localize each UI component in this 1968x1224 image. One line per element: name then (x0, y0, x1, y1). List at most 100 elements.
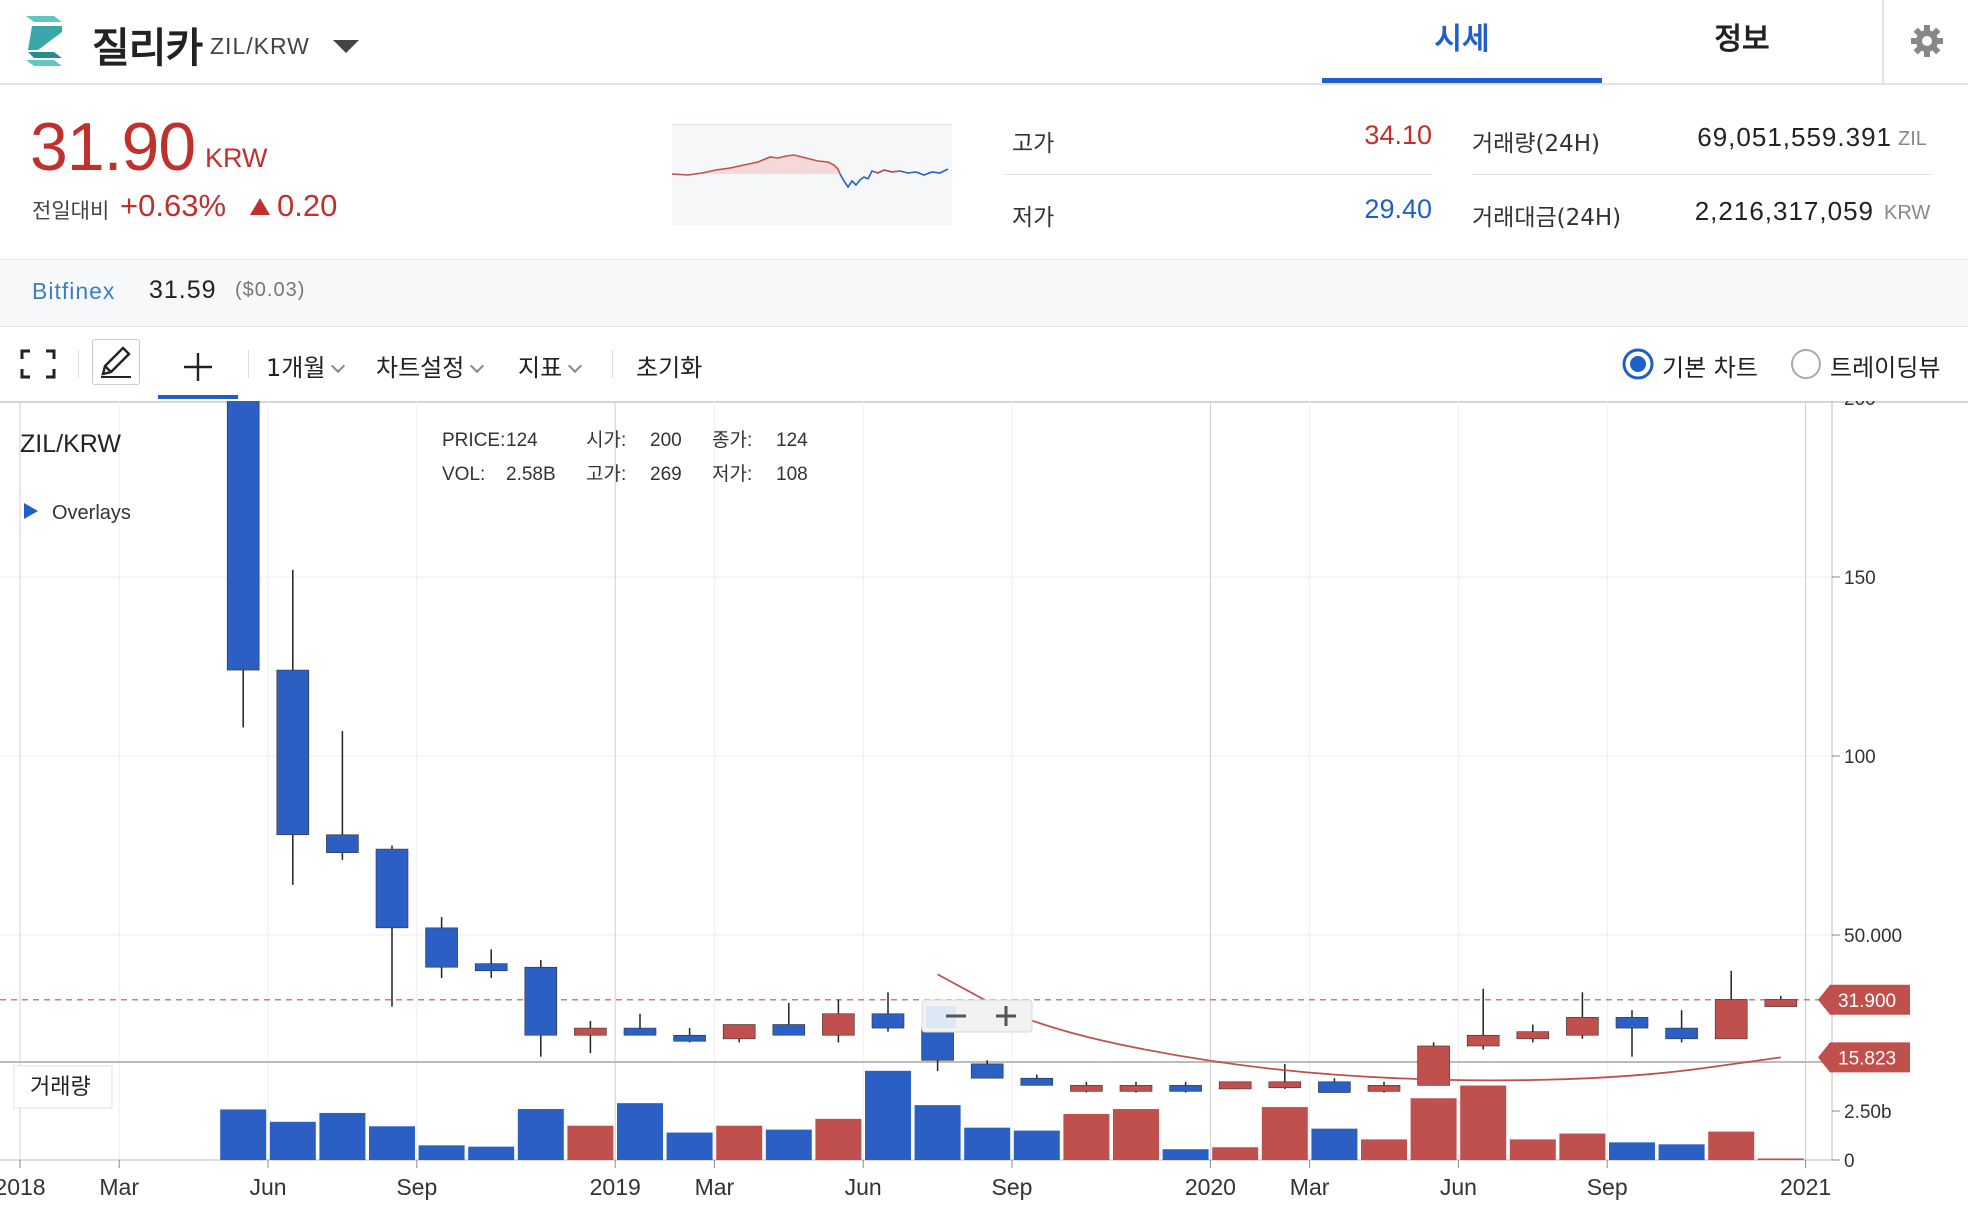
coin-pair: ZIL/KRW (210, 33, 310, 59)
volume-bar (617, 1103, 663, 1160)
candle-body (474, 963, 508, 972)
sparkline-chart (672, 124, 952, 225)
zilliqa-logo-icon (26, 16, 62, 66)
candle-body (1218, 1081, 1252, 1090)
radio-unselected-icon (1791, 349, 1821, 379)
change-amount: 0.20 (277, 188, 338, 223)
info-close-label: 종가: (712, 429, 752, 451)
crosshair-tool-button[interactable] (158, 337, 238, 399)
x-tick-label: 2021 (1780, 1174, 1831, 1200)
vol-tick-label: 2.50b (1844, 1102, 1892, 1123)
candle-body (1566, 1017, 1599, 1036)
volume-bar (1609, 1142, 1655, 1160)
volume-bar (1162, 1149, 1209, 1160)
tradingview-label: 트레이딩뷰 (1830, 354, 1941, 382)
indicators-dropdown[interactable]: 지표 (518, 348, 583, 383)
overlays-toggle: Overlays (52, 502, 131, 524)
vol-tick-label: 0 (1844, 1151, 1855, 1172)
chart-settings-dropdown[interactable]: 차트설정 (376, 348, 485, 383)
x-tick-label: Sep (396, 1174, 437, 1200)
exchange-name[interactable]: Bitfinex (32, 278, 116, 304)
volume-bar (1013, 1130, 1060, 1160)
axes: 25020015010050.0002.50b02018MarJunSep201… (0, 401, 1902, 1200)
volume-bar (815, 1118, 862, 1160)
y-tick-label: 100 (1844, 747, 1876, 768)
candle-body (921, 1027, 954, 1061)
volume-bar (1261, 1107, 1308, 1160)
current-price-tag-text: 31.900 (1838, 991, 1896, 1012)
moving-average (937, 973, 1781, 1082)
candle-body (1119, 1085, 1153, 1092)
stat-divider (1004, 174, 1432, 175)
fullscreen-icon[interactable] (20, 349, 56, 379)
sparkline-tail-up (871, 169, 901, 174)
zoom-control (921, 999, 1033, 1033)
tab-info[interactable]: 정보 (1714, 22, 1770, 57)
settings-button[interactable] (1882, 0, 1968, 83)
info-vol: 2.58B (506, 464, 556, 485)
x-tick-label: Mar (695, 1174, 735, 1200)
crosshair-plus-icon (184, 353, 212, 381)
volume-bar (468, 1146, 515, 1160)
y-tick-label: 200 (1844, 401, 1876, 410)
chart-settings-label: 차트설정 (376, 354, 465, 382)
volume-panel-label-box (13, 1065, 113, 1109)
volume-bar (865, 1070, 911, 1160)
pencil-icon (101, 346, 131, 378)
candle-body (1268, 1081, 1302, 1089)
price-chart[interactable]: PRICE: 124 시가: 200 종가: 124 VOL: 2.58B 고가… (0, 401, 1968, 1224)
coin-dropdown-chevron-icon[interactable] (333, 40, 359, 53)
volume-bar (1311, 1128, 1358, 1160)
volume-bar (914, 1105, 961, 1160)
info-low: 108 (776, 464, 808, 485)
ma-price-tag-text: 15.823 (1838, 1048, 1896, 1069)
x-tick-label: 2018 (0, 1174, 46, 1200)
exchange-usd-price: ($0.03) (235, 279, 306, 301)
candle-body (425, 927, 458, 968)
info-high-label: 고가: (586, 463, 626, 485)
volume-bar (1708, 1131, 1755, 1160)
chevron-down-icon (568, 358, 583, 374)
toolbar-divider (78, 350, 79, 378)
candle-body (871, 1013, 905, 1029)
volume-bar (1361, 1139, 1407, 1160)
volume-bar (765, 1129, 812, 1160)
candle-body (822, 1013, 855, 1036)
info-high: 269 (650, 464, 682, 485)
candle-body (722, 1024, 756, 1040)
high-label: 고가 (1012, 131, 1055, 157)
candle-body (524, 966, 558, 1036)
x-tick-label: Jun (249, 1174, 286, 1200)
volume-bar (220, 1109, 267, 1160)
reset-button[interactable]: 초기화 (636, 354, 703, 382)
candle-body (1318, 1081, 1351, 1093)
y-tick-label: 150 (1844, 568, 1876, 589)
volume-bar (1063, 1113, 1110, 1160)
volume-bar (369, 1126, 415, 1160)
candle-body (673, 1034, 706, 1042)
volume-bar (1757, 1158, 1804, 1160)
candle-body (326, 834, 359, 853)
volume-bar (1212, 1147, 1259, 1160)
y-tick-label: 50.000 (1844, 926, 1902, 947)
candle-body (1070, 1085, 1103, 1092)
sparkline-down-line (839, 173, 869, 189)
x-tick-label: 2019 (590, 1174, 641, 1200)
toolbar-divider (612, 350, 613, 378)
period-dropdown[interactable]: 1개월 (266, 348, 346, 383)
sparkline-fill (672, 155, 840, 175)
current-price-tag: 31.900 (1818, 984, 1910, 1015)
chevron-down-icon (331, 358, 346, 374)
value-24h-unit: KRW (1884, 202, 1931, 224)
volume-bar (1658, 1144, 1705, 1160)
info-low-label: 저가: (712, 463, 752, 485)
info-close: 124 (776, 430, 808, 451)
info-price: 124 (506, 430, 538, 451)
volume-bar (1113, 1109, 1159, 1160)
current-price: 31.90 (30, 109, 196, 185)
sparkline-tail-line (867, 168, 949, 180)
draw-tool-button[interactable] (92, 339, 140, 385)
tab-price[interactable]: 시세 (1322, 0, 1602, 83)
candle-body (970, 1063, 1004, 1079)
ma-line (937, 973, 1781, 1082)
